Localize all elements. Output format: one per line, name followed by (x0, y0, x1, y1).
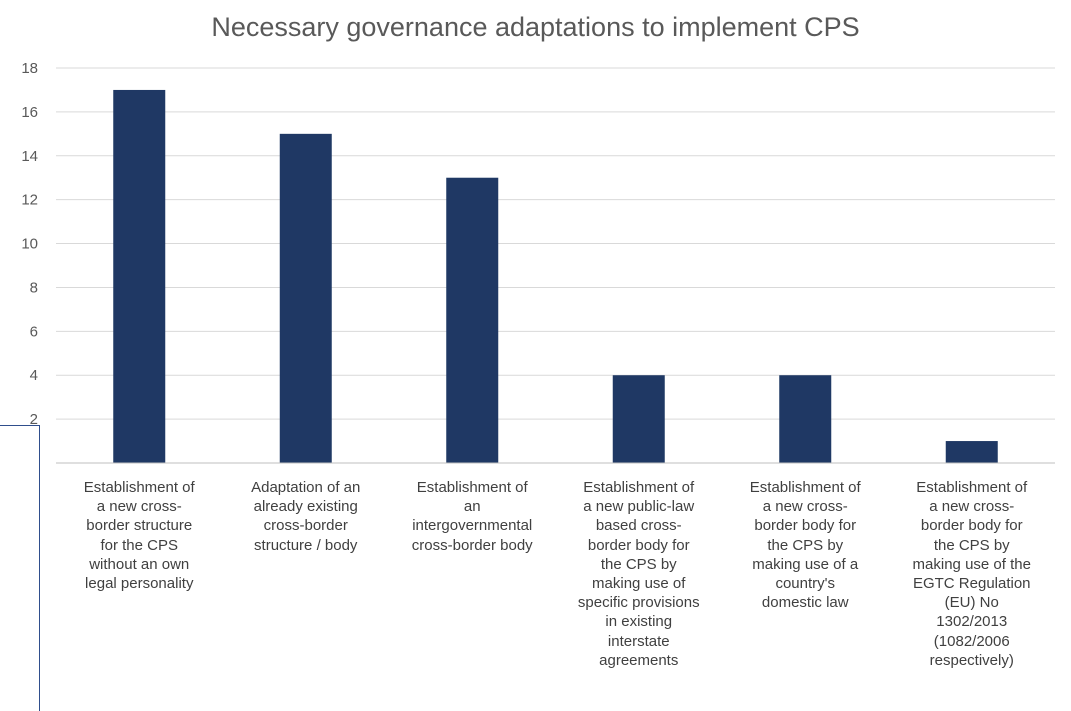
category-label-line: legal personality (85, 575, 194, 593)
category-label-5: Establishment of a new cross-border body … (725, 478, 885, 612)
category-label-6: Establishment of a new cross-border body … (892, 478, 1052, 670)
category-label-line: Adaptation of an (251, 479, 361, 496)
frame-border-right (39, 425, 40, 711)
bar-4 (612, 375, 665, 463)
category-label-line: Establishment of (416, 479, 528, 496)
category-label-line: EGTC Regulation (912, 575, 1031, 593)
category-label-line: based cross- (595, 517, 682, 535)
category-label-line: respectively) (929, 651, 1014, 669)
category-label-line: (EU) No (944, 594, 999, 612)
y-tick-label: 18 (21, 60, 38, 77)
category-label-line: agreements (599, 651, 679, 669)
category-label-line: intergovernmental (412, 517, 533, 535)
category-label-line: making use of the (912, 555, 1031, 573)
bar-5 (779, 375, 832, 463)
category-label-line: making use of (592, 575, 686, 593)
category-label-line: a new public-law (583, 498, 695, 516)
category-label-line: Establishment of (583, 479, 695, 496)
category-label-line: 1302/2013 (936, 613, 1008, 631)
bar-6 (945, 441, 998, 463)
category-label-1: Establishment of a new cross-border struc… (59, 478, 219, 593)
y-tick-label: 8 (30, 279, 38, 296)
bar-1 (113, 89, 166, 463)
category-label-line: already existing (253, 498, 358, 516)
category-label-line: without an own (89, 555, 190, 573)
category-label-line: border body for (754, 517, 857, 535)
category-label-line: cross-border body (411, 536, 533, 554)
category-label-line: (1082/2006 (933, 632, 1010, 650)
y-tick-label: 6 (30, 323, 38, 340)
chart-title: Necessary governance adaptations to impl… (211, 12, 860, 42)
category-label-line: border body for (920, 517, 1023, 535)
grid-lines (56, 67, 1055, 420)
category-label-line: the CPS by (600, 555, 677, 573)
category-label-line: interstate (607, 632, 670, 650)
category-label-line: in existing (605, 613, 673, 631)
bar-3 (446, 177, 499, 463)
category-label-line: domestic law (761, 594, 849, 612)
category-label-line: a new cross- (96, 498, 182, 516)
bar-2 (279, 133, 332, 464)
category-label-line: for the CPS (100, 536, 179, 554)
category-label-line: the CPS by (767, 536, 844, 554)
category-label-line: a new cross- (762, 498, 848, 516)
category-label-line: country's (775, 575, 836, 593)
y-axis-ticks: 2 4 6 8 10 12 14 16 18 (21, 60, 38, 428)
category-label-line: border body for (587, 536, 690, 554)
bars (113, 89, 998, 464)
frame-border-top (0, 425, 40, 426)
y-tick-label: 16 (21, 104, 38, 121)
category-label-line: Establishment of (83, 479, 195, 496)
y-tick-label: 12 (21, 192, 38, 209)
category-label-line: structure / body (254, 536, 358, 554)
category-label-line: an (463, 498, 481, 516)
category-label-line: cross-border (263, 517, 348, 535)
category-label-2: Adaptation of an already existing cross-bo… (226, 478, 386, 555)
category-label-line: the CPS by (933, 536, 1010, 554)
y-tick-label: 14 (21, 148, 38, 165)
category-label-line: making use of a (752, 555, 859, 573)
y-tick-label: 4 (30, 367, 38, 384)
category-label-line: border structure (86, 517, 193, 535)
y-tick-label: 10 (21, 236, 38, 253)
category-label-line: a new cross- (929, 498, 1015, 516)
y-tick-label: 2 (30, 411, 38, 428)
category-label-4: Establishment of a new public-law based cr… (559, 478, 719, 670)
category-label-line: Establishment of (749, 479, 861, 496)
category-label-line: Establishment of (916, 479, 1028, 496)
category-label-line: specific provisions (577, 594, 700, 612)
category-label-3: Establishment of an intergovernmental cross… (392, 478, 552, 555)
